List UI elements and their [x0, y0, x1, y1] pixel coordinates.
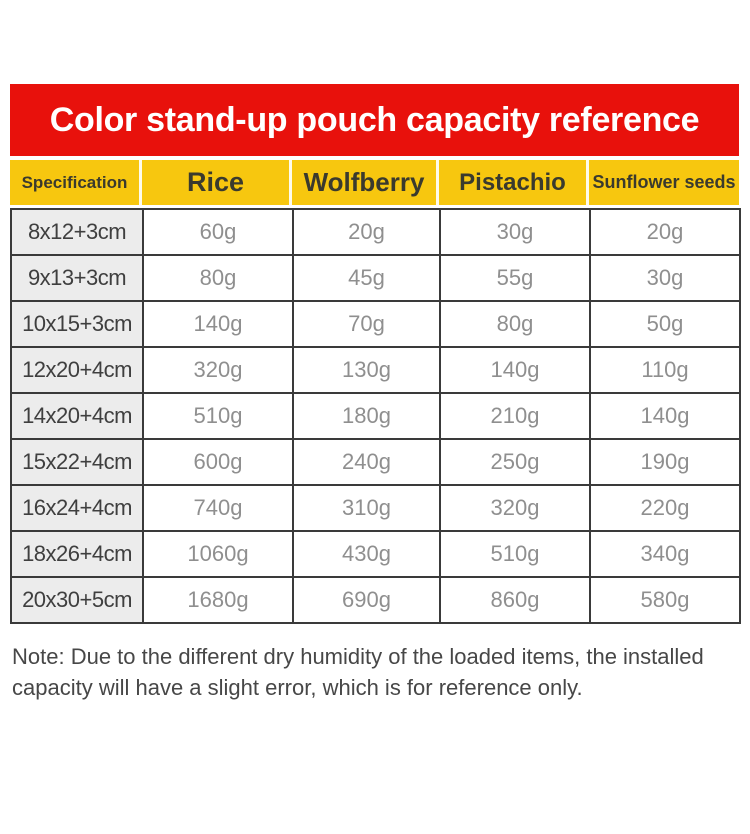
table-row: 12x20+4cm 320g 130g 140g 110g [10, 346, 741, 394]
column-header-rice: Rice [142, 160, 292, 205]
value-cell: 180g [292, 392, 441, 440]
page: Color stand-up pouch capacity reference … [0, 84, 750, 834]
value-cell: 860g [439, 576, 591, 624]
value-cell: 140g [589, 392, 741, 440]
capacity-table: 8x12+3cm 60g 20g 30g 20g 9x13+3cm 80g 45g 55g 30g… [10, 208, 741, 624]
note-line-1: Note: Due to the different dry humidity … [12, 644, 704, 669]
spec-cell: 18x26+4cm [10, 530, 144, 578]
value-cell: 80g [439, 300, 591, 348]
table-row: 18x26+4cm 1060g 430g 510g 340g [10, 530, 741, 578]
note-text: Note: Due to the different dry humidity … [12, 641, 722, 703]
value-cell: 210g [439, 392, 591, 440]
spec-cell: 12x20+4cm [10, 346, 144, 394]
value-cell: 140g [439, 346, 591, 394]
value-cell: 580g [589, 576, 741, 624]
value-cell: 190g [589, 438, 741, 486]
value-cell: 110g [589, 346, 741, 394]
value-cell: 130g [292, 346, 441, 394]
value-cell: 20g [292, 208, 441, 256]
value-cell: 55g [439, 254, 591, 302]
value-cell: 80g [142, 254, 294, 302]
value-cell: 320g [142, 346, 294, 394]
table-header-row: Specification Rice Wolfberry Pistachio Sunfl… [10, 160, 739, 205]
table-row: 10x15+3cm 140g 70g 80g 50g [10, 300, 741, 348]
value-cell: 340g [589, 530, 741, 578]
spec-cell: 8x12+3cm [10, 208, 144, 256]
spec-cell: 20x30+5cm [10, 576, 144, 624]
column-header-specification: Specification [10, 160, 142, 205]
title-banner: Color stand-up pouch capacity reference [10, 84, 739, 156]
table-row: 16x24+4cm 740g 310g 320g 220g [10, 484, 741, 532]
table-row: 15x22+4cm 600g 240g 250g 190g [10, 438, 741, 486]
table-row: 14x20+4cm 510g 180g 210g 140g [10, 392, 741, 440]
value-cell: 140g [142, 300, 294, 348]
table-row: 9x13+3cm 80g 45g 55g 30g [10, 254, 741, 302]
column-header-wolfberry: Wolfberry [292, 160, 439, 205]
value-cell: 45g [292, 254, 441, 302]
note-line-2: capacity will have a slight error, which… [12, 675, 583, 701]
value-cell: 240g [292, 438, 441, 486]
table-row: 8x12+3cm 60g 20g 30g 20g [10, 208, 741, 256]
value-cell: 510g [439, 530, 591, 578]
spec-cell: 15x22+4cm [10, 438, 144, 486]
value-cell: 20g [589, 208, 741, 256]
spec-cell: 16x24+4cm [10, 484, 144, 532]
value-cell: 430g [292, 530, 441, 578]
value-cell: 510g [142, 392, 294, 440]
value-cell: 740g [142, 484, 294, 532]
value-cell: 30g [589, 254, 741, 302]
value-cell: 70g [292, 300, 441, 348]
value-cell: 30g [439, 208, 591, 256]
value-cell: 1060g [142, 530, 294, 578]
value-cell: 50g [589, 300, 741, 348]
value-cell: 60g [142, 208, 294, 256]
column-header-sunflower-seeds: Sunflower seeds [589, 160, 739, 205]
value-cell: 1680g [142, 576, 294, 624]
value-cell: 310g [292, 484, 441, 532]
table-row: 20x30+5cm 1680g 690g 860g 580g [10, 576, 741, 624]
value-cell: 600g [142, 438, 294, 486]
value-cell: 250g [439, 438, 591, 486]
page-title: Color stand-up pouch capacity reference [49, 100, 700, 139]
column-header-pistachio: Pistachio [439, 160, 589, 205]
value-cell: 690g [292, 576, 441, 624]
spec-cell: 9x13+3cm [10, 254, 144, 302]
value-cell: 320g [439, 484, 591, 532]
spec-cell: 14x20+4cm [10, 392, 144, 440]
spec-cell: 10x15+3cm [10, 300, 144, 348]
value-cell: 220g [589, 484, 741, 532]
